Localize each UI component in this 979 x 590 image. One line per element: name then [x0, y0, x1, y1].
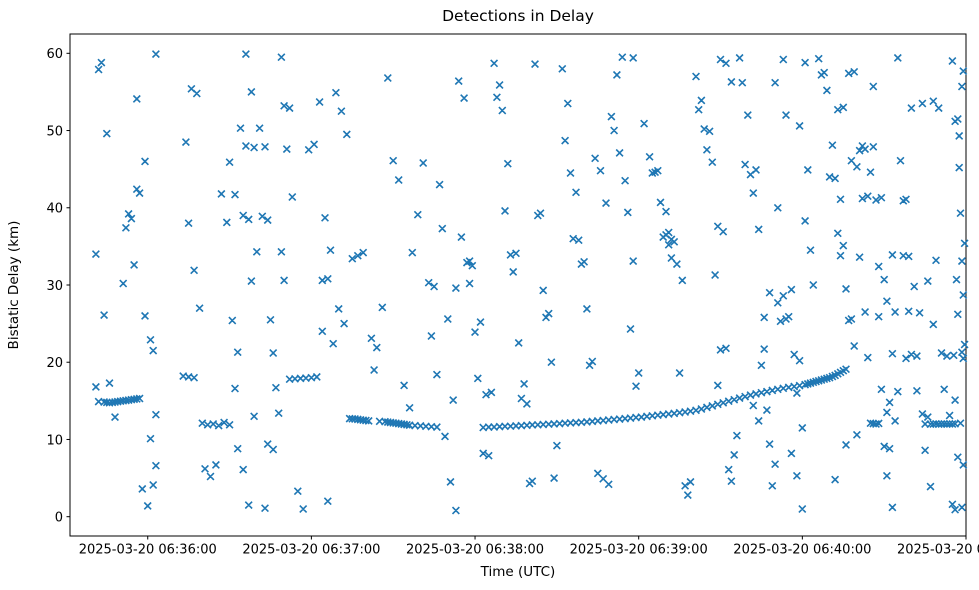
x-tick-label: 2025-03-20 06:41:00 [897, 543, 979, 558]
y-tick-label: 40 [46, 202, 63, 217]
x-tick-label: 2025-03-20 06:37:00 [242, 543, 380, 558]
x-axis-label: Time (UTC) [480, 564, 556, 580]
scatter-points [91, 50, 969, 515]
y-axis-ticks: 0 10 20 30 40 50 60 [46, 47, 70, 525]
x-tick-label: 2025-03-20 06:36:00 [79, 543, 217, 558]
y-tick-label: 30 [46, 279, 63, 294]
y-tick-label: 60 [46, 47, 63, 62]
y-tick-label: 20 [46, 356, 63, 371]
chart-title: Detections in Delay [442, 7, 594, 25]
y-tick-label: 50 [46, 124, 63, 139]
y-tick-label: 10 [46, 433, 63, 448]
y-axis-label: Bistatic Delay (km) [6, 221, 22, 350]
x-tick-label: 2025-03-20 06:38:00 [406, 543, 544, 558]
x-axis-ticks: 2025-03-20 06:36:00 2025-03-20 06:37:00 20… [79, 536, 979, 558]
x-tick-label: 2025-03-20 06:40:00 [733, 543, 871, 558]
plot-frame [69, 33, 967, 537]
x-tick-label: 2025-03-20 06:39:00 [570, 543, 708, 558]
y-tick-label: 0 [55, 510, 63, 525]
